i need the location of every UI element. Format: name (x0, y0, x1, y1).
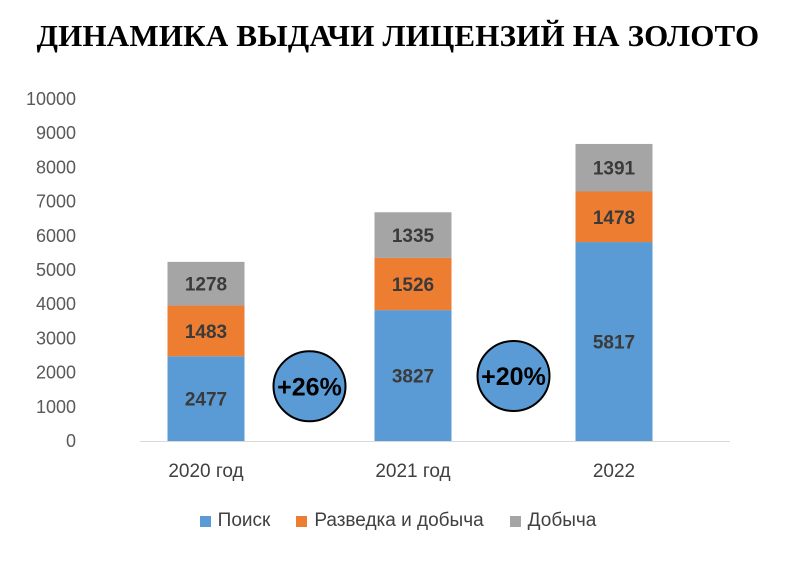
bar-segment (167, 305, 245, 357)
annotations: +26% +20% (272, 340, 551, 423)
data-label: 2477 (185, 390, 227, 411)
growth-badge (272, 350, 347, 423)
data-label: 1526 (392, 275, 434, 296)
y-tick-label: 8000 (36, 157, 76, 177)
bar-segment (374, 212, 452, 258)
bars: 2477 1483 1278 3827 1526 1335 5817 1478 1391 (167, 143, 653, 441)
legend-swatch (509, 515, 521, 527)
y-tick-label: 4000 (36, 294, 76, 314)
y-tick-label: 6000 (36, 226, 76, 246)
data-label: 1483 (185, 322, 227, 343)
bar-segment (374, 257, 452, 311)
legend: Поиск Разведка и добыча Добыча (0, 510, 796, 532)
legend-swatch (296, 515, 308, 527)
y-tick-label: 9000 (36, 123, 76, 143)
growth-badge-label: +26% (277, 373, 342, 401)
bar-segment (575, 242, 653, 441)
y-tick-label: 1000 (36, 397, 76, 417)
bar-segment (167, 261, 245, 306)
legend-label: Разведка и добыча (314, 510, 484, 531)
y-tick-label: 7000 (36, 192, 76, 212)
y-tick-label: 3000 (36, 328, 76, 348)
data-label: 1391 (593, 159, 636, 180)
bar-segment (575, 143, 653, 192)
data-label: 1278 (185, 275, 227, 296)
y-tick-label: 2000 (36, 363, 76, 383)
bar-segment (374, 310, 452, 441)
x-tick-label: 2022 (593, 461, 635, 482)
data-label: 5817 (593, 333, 635, 354)
y-tick-label: 0 (66, 431, 76, 451)
bar-segment (575, 191, 653, 243)
x-tick-label: 2021 год (375, 461, 450, 482)
chart-title: ДИНАМИКА ВЫДАЧИ ЛИЦЕНЗИЙ НА ЗОЛОТО (36, 18, 760, 53)
growth-badge (476, 340, 551, 413)
legend-label: Поиск (217, 510, 271, 531)
y-tick-label: 10000 (26, 89, 76, 109)
y-tick-label: 5000 (36, 260, 76, 280)
legend-item: Поиск (199, 510, 271, 532)
data-label: 3827 (392, 367, 434, 388)
x-tick-label: 2020 год (168, 461, 243, 482)
y-axis: 0 1000 2000 3000 4000 5000 6000 7000 8000 9000 100… (26, 89, 76, 451)
bar-segment (167, 356, 245, 441)
growth-badge-label: +20% (481, 363, 546, 391)
legend-item: Добыча (509, 510, 597, 532)
legend-label: Добыча (527, 510, 597, 531)
legend-item: Разведка и добыча (296, 510, 484, 532)
x-axis: 2020 год 2021 год 2022 (140, 441, 730, 482)
data-label: 1335 (392, 226, 435, 247)
legend-swatch (199, 515, 211, 527)
data-label: 1478 (593, 208, 635, 229)
